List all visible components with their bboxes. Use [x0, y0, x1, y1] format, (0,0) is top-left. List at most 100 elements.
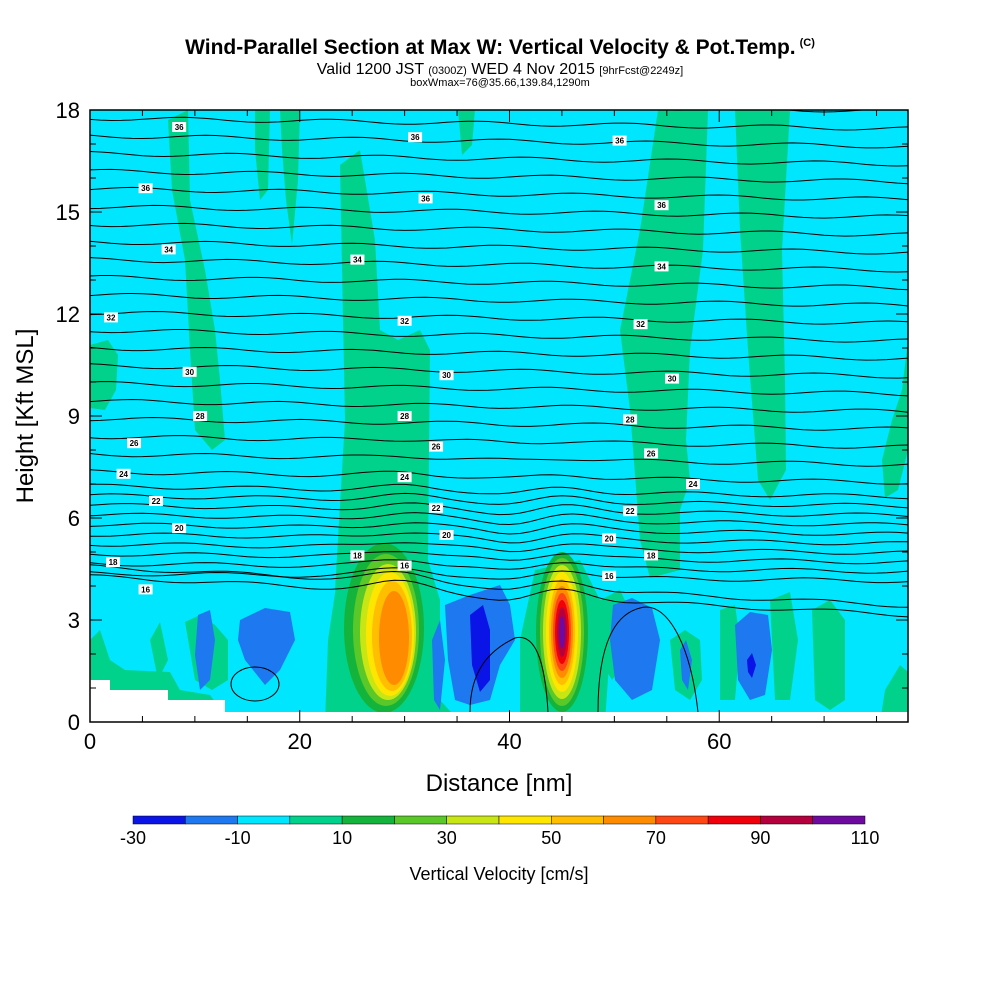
- contour-label-box: [439, 370, 454, 381]
- theta-contour-line: [90, 346, 908, 361]
- y-tick-label: 18: [56, 98, 80, 123]
- contour-label: 36: [411, 133, 420, 142]
- y-axis-label: Height [Kft MSL]: [12, 329, 39, 504]
- contour-label: 34: [164, 245, 173, 254]
- contour-label: 24: [689, 480, 698, 489]
- theta-contour-line: [90, 452, 908, 467]
- colorbar-swatch: [237, 815, 291, 825]
- contour-label-box: [103, 312, 118, 323]
- theta-contour-line: [90, 574, 908, 618]
- contour-label-box: [623, 414, 638, 425]
- contour-label: 34: [353, 256, 362, 265]
- contour-label-box: [612, 135, 627, 146]
- colorbar: [132, 815, 866, 825]
- colorbar-ticks: -30 -10 10 30 50 70 90 110: [120, 828, 879, 848]
- theta-contour-line: [90, 168, 908, 185]
- colorbar-tick-label: 50: [541, 828, 561, 848]
- contour-label-box: [182, 366, 197, 377]
- contour-label: 26: [647, 449, 656, 458]
- contour-label-box: [686, 479, 701, 489]
- contour-label: 32: [400, 317, 409, 326]
- theta-contour-line: [90, 435, 908, 449]
- x-tick-label: 60: [707, 729, 731, 754]
- contour-label: 22: [432, 504, 441, 513]
- colorbar-tick-label: -10: [225, 828, 251, 848]
- contour-labels: 36 36 36 36 36 36 34 34 34 32 32 32 30 30 30 28 28 28 26 26…: [103, 122, 701, 595]
- chart-subtitle: Valid 1200 JST (0300Z) WED 4 Nov 2015 [9…: [316, 61, 684, 78]
- colorbar-tick-label: 110: [851, 828, 880, 848]
- theta-contour-line: [90, 551, 908, 565]
- contour-label-box: [654, 261, 669, 272]
- contour-label: 36: [657, 201, 666, 210]
- contour-label-box: [408, 132, 423, 143]
- theta-contour-line: [90, 559, 908, 574]
- theta-contour-line: [90, 151, 908, 167]
- theta-contour-line: [90, 492, 908, 509]
- contour-label-box: [106, 557, 121, 568]
- contour-label-box: [602, 533, 617, 544]
- contour-label-box: [397, 472, 412, 483]
- theta-contour-line: [90, 329, 908, 343]
- theta-contour-line: [90, 567, 908, 584]
- contour-label-box: [350, 550, 365, 561]
- contour-label: 20: [605, 534, 614, 543]
- colorbar-tick-label: -30: [120, 828, 146, 848]
- theta-contour-line: [90, 532, 908, 546]
- contour-label-box: [644, 448, 659, 459]
- colorbar-swatch: [289, 815, 343, 825]
- theta-contour-line: [90, 502, 908, 517]
- colorbar-swatch: [603, 815, 657, 825]
- contour-label-box: [418, 193, 433, 204]
- y-tick-label: 3: [68, 608, 80, 633]
- y-tick-label: 6: [68, 506, 80, 531]
- theta-contour-line: [90, 564, 908, 608]
- contour-label: 34: [657, 262, 666, 271]
- theta-contour-line: [90, 310, 908, 325]
- colorbar-swatch: [812, 815, 866, 825]
- x-tick-label: 20: [288, 729, 312, 754]
- contour-label: 30: [185, 368, 194, 377]
- colorbar-swatch: [132, 815, 186, 825]
- contour-label-box: [429, 441, 444, 452]
- theta-contour-line: [90, 363, 908, 379]
- colorbar-swatch: [707, 815, 761, 825]
- contour-label-box: [665, 373, 680, 384]
- contour-label: 28: [626, 415, 635, 424]
- colorbar-swatch: [446, 815, 500, 825]
- colorbar-swatch: [341, 815, 395, 825]
- contour-label-box: [138, 183, 153, 194]
- x-tick-label: 40: [497, 729, 521, 754]
- contour-label: 32: [107, 313, 116, 322]
- contour-label-box: [172, 523, 187, 534]
- contour-label: 36: [615, 137, 624, 146]
- colorbar-tick-label: 10: [332, 828, 352, 848]
- theta-contour-line: [90, 116, 908, 131]
- contour-label: 30: [442, 371, 451, 380]
- theta-contour-line: [90, 134, 908, 149]
- theta-contour-line: [90, 257, 908, 273]
- velocity-fill-neg30-neg20: [470, 605, 756, 692]
- contour-label: 26: [130, 439, 139, 448]
- theta-contour-line: [90, 275, 908, 291]
- contour-label: 22: [152, 497, 161, 506]
- theta-contour-line: [90, 381, 908, 397]
- contour-label-box: [397, 315, 412, 326]
- contour-label-box: [193, 411, 208, 421]
- colorbar-swatch: [185, 815, 238, 825]
- theta-contour-line: [90, 186, 908, 201]
- contour-label: 28: [196, 412, 205, 421]
- x-axis: 0 20 40 60: [84, 110, 878, 754]
- colorbar-swatch: [394, 815, 447, 825]
- theta-contour-line: [90, 416, 908, 431]
- y-tick-label: 0: [68, 710, 80, 735]
- y-tick-label: 12: [56, 302, 80, 327]
- contour-label: 22: [626, 507, 635, 516]
- contour-label-box: [127, 438, 142, 449]
- theta-contour-line: [90, 542, 908, 555]
- contour-label-box: [138, 584, 153, 595]
- colorbar-label: Vertical Velocity [cm/s]: [409, 864, 588, 884]
- contour-label: 36: [421, 194, 430, 203]
- colorbar-tick-label: 70: [646, 828, 666, 848]
- colorbar-swatch: [760, 815, 813, 825]
